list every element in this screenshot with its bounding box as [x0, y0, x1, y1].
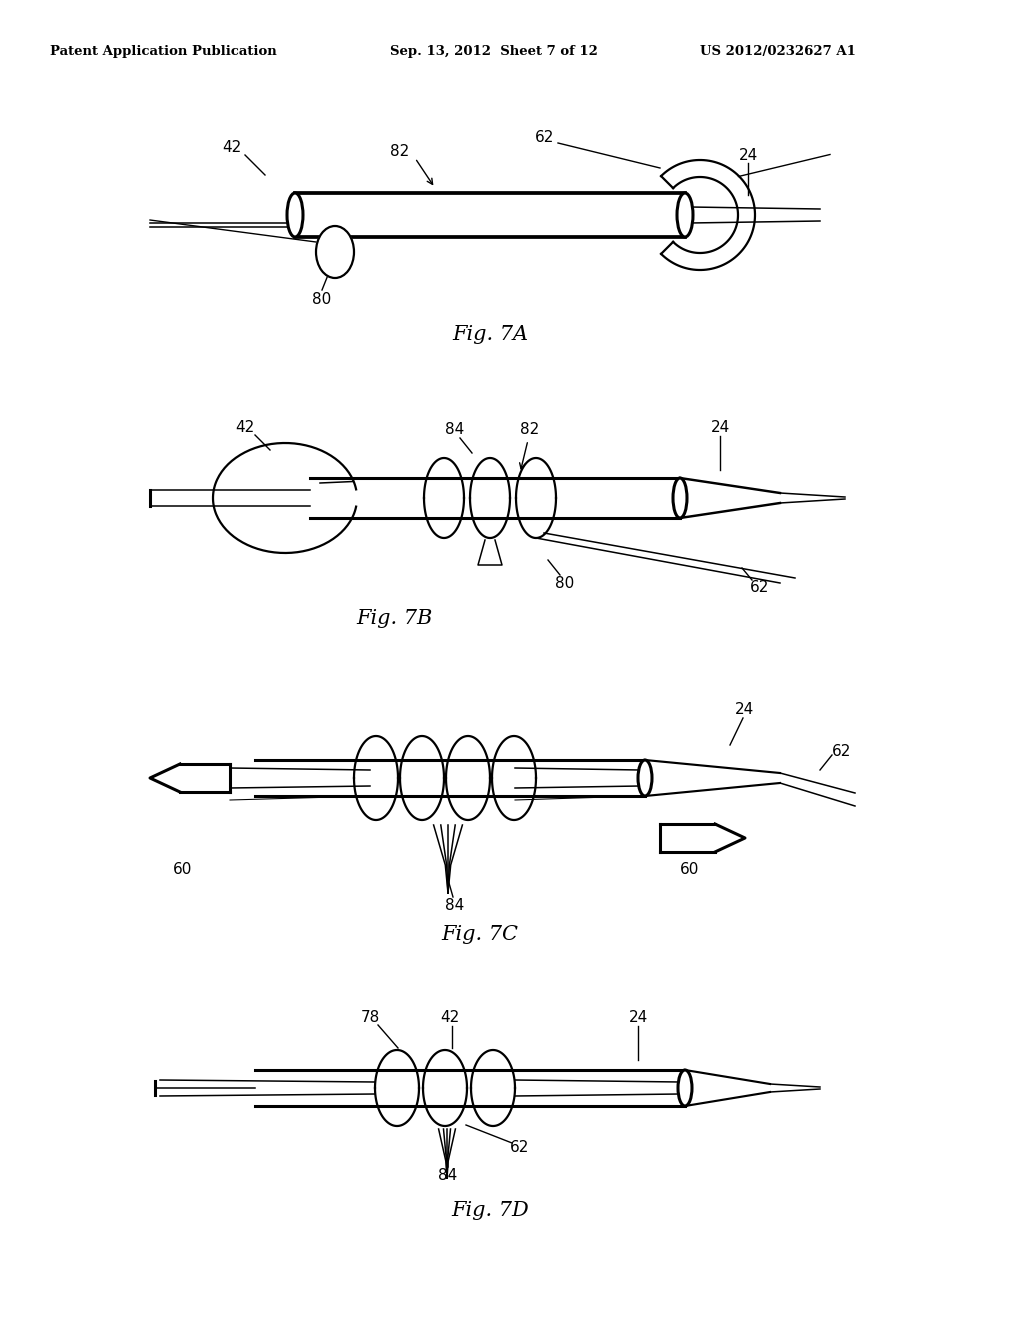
- Text: 62: 62: [751, 581, 770, 595]
- Ellipse shape: [677, 193, 693, 238]
- Text: 82: 82: [390, 144, 410, 160]
- Text: Patent Application Publication: Patent Application Publication: [50, 45, 276, 58]
- Text: 62: 62: [510, 1140, 529, 1155]
- Text: 62: 62: [536, 131, 555, 145]
- Ellipse shape: [316, 226, 354, 279]
- Text: 24: 24: [735, 702, 755, 718]
- Text: US 2012/0232627 A1: US 2012/0232627 A1: [700, 45, 856, 58]
- Text: 82: 82: [520, 422, 540, 437]
- Text: 24: 24: [711, 421, 730, 436]
- Ellipse shape: [673, 478, 687, 517]
- Text: Sep. 13, 2012  Sheet 7 of 12: Sep. 13, 2012 Sheet 7 of 12: [390, 45, 598, 58]
- Text: 80: 80: [555, 576, 574, 590]
- Ellipse shape: [287, 193, 303, 238]
- Text: 62: 62: [831, 744, 851, 759]
- Text: 84: 84: [445, 898, 465, 912]
- Text: 42: 42: [222, 140, 242, 156]
- Text: Fig. 7B: Fig. 7B: [356, 609, 433, 627]
- Text: Fig. 7C: Fig. 7C: [441, 925, 518, 945]
- Text: 24: 24: [629, 1011, 647, 1026]
- Text: 84: 84: [438, 1167, 458, 1183]
- Text: 42: 42: [440, 1011, 460, 1026]
- Text: 24: 24: [738, 148, 758, 162]
- Text: Fig. 7A: Fig. 7A: [452, 326, 528, 345]
- Ellipse shape: [678, 1071, 692, 1106]
- Text: 80: 80: [312, 293, 332, 308]
- Ellipse shape: [638, 760, 652, 796]
- Text: 60: 60: [173, 862, 193, 878]
- Text: 42: 42: [236, 421, 255, 436]
- Text: Fig. 7D: Fig. 7D: [452, 1200, 528, 1220]
- Text: 84: 84: [445, 422, 465, 437]
- Text: 78: 78: [360, 1011, 380, 1026]
- Text: 60: 60: [680, 862, 699, 878]
